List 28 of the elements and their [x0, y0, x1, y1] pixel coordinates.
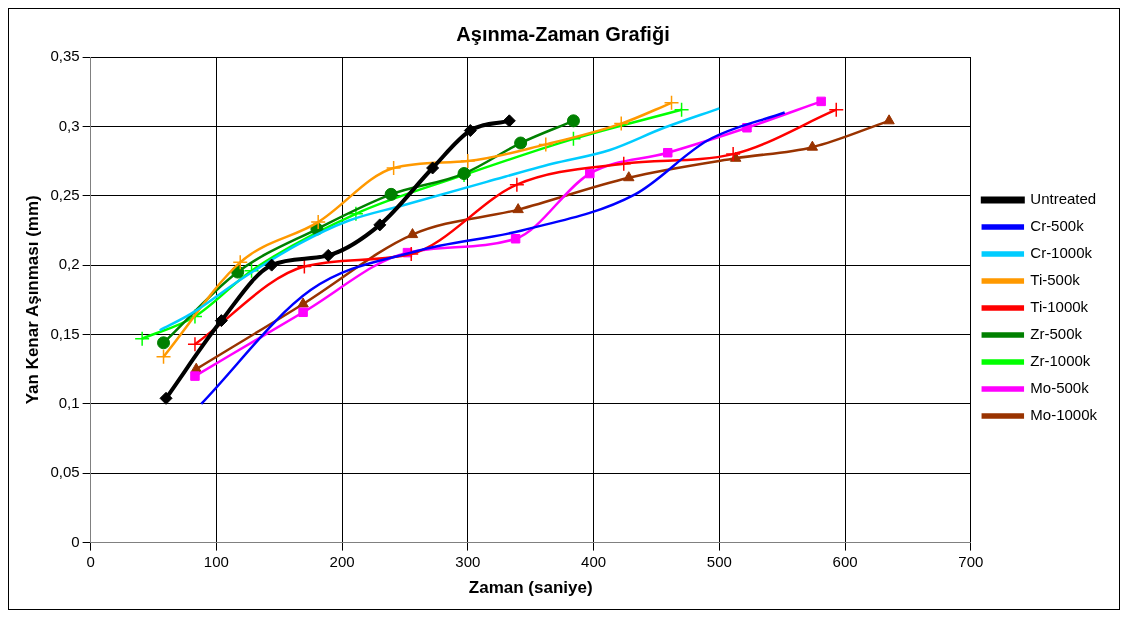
x-tick-label: 700: [958, 552, 984, 570]
x-tick-label: 300: [455, 552, 481, 570]
legend-label: Cr-1000k: [1030, 244, 1093, 262]
y-tick-label: 0,15: [50, 324, 80, 342]
x-tick-label: 0: [86, 552, 95, 570]
x-axis-title: Zaman (saniye): [468, 578, 593, 598]
chart-title: Aşınma-Zaman Grafiği: [456, 22, 670, 45]
y-axis-title: Yan Kenar Aşınması (mm): [22, 195, 42, 405]
y-tick-label: 0,1: [58, 394, 80, 411]
y-tick-label: 0,3: [58, 116, 80, 134]
legend-label: Ti-1000k: [1030, 298, 1089, 316]
legend-label: Ti-500k: [1030, 271, 1081, 289]
y-tick-label: 0,25: [50, 185, 80, 203]
legend-label: Mo-500k: [1030, 379, 1090, 397]
y-tick-label: 0,2: [58, 255, 80, 273]
y-tick-label: 0,35: [50, 47, 80, 65]
x-tick-label: 500: [706, 552, 732, 570]
legend-label: Untreated: [1030, 190, 1097, 208]
x-tick-label: 400: [581, 552, 607, 570]
legend-label: Mo-1000k: [1030, 406, 1098, 424]
x-tick-label: 600: [832, 552, 858, 570]
y-tick-label: 0: [71, 532, 80, 550]
legend-label: Zr-1000k: [1030, 352, 1091, 370]
x-tick-label: 100: [203, 552, 229, 570]
y-tick-label: 0,05: [50, 463, 80, 481]
legend-label: Cr-500k: [1030, 217, 1085, 235]
x-tick-label: 200: [329, 552, 355, 570]
legend-label: Zr-500k: [1030, 325, 1083, 343]
